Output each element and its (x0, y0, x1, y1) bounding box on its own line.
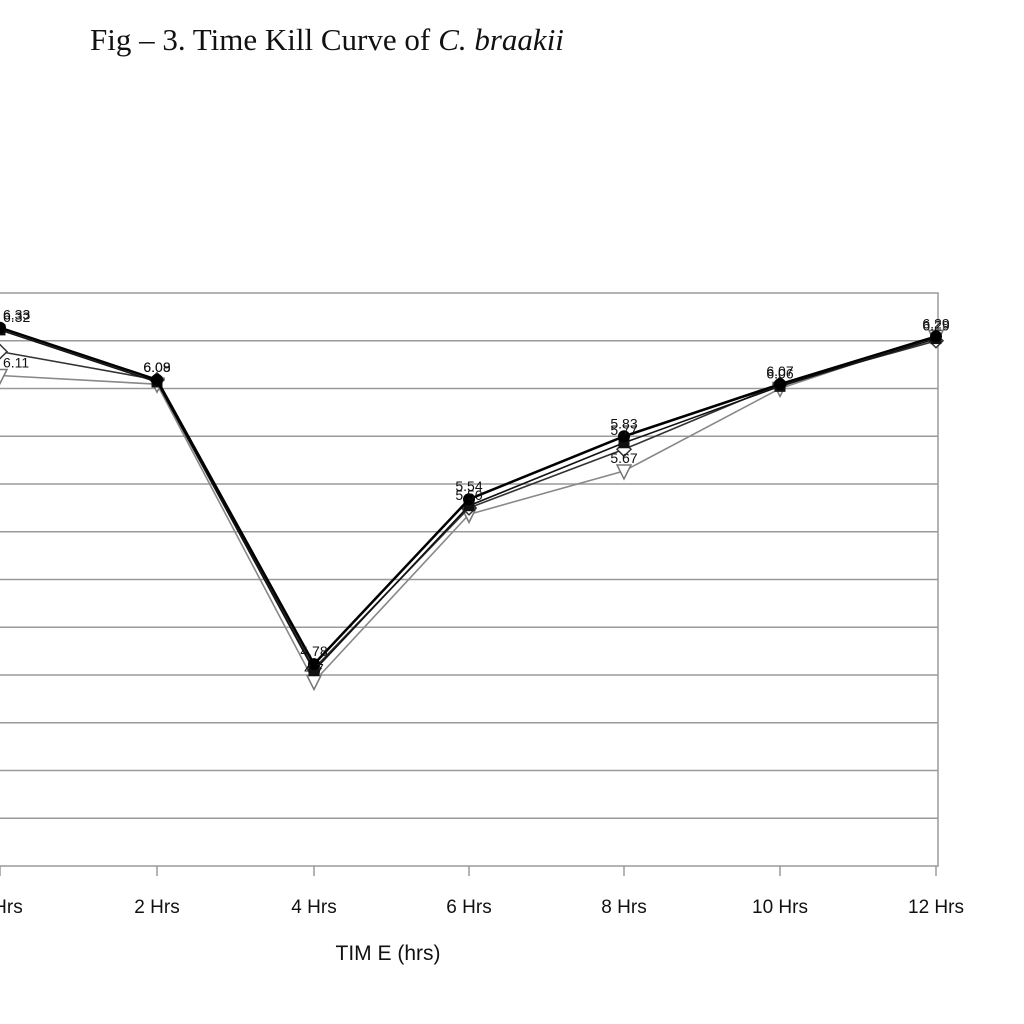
data-label: 4.78 (300, 643, 327, 659)
x-tick-label: 2 Hrs (134, 897, 179, 918)
data-label: 5.77 (610, 422, 637, 438)
x-axis-label: TIM E (hrs) (336, 942, 441, 965)
data-point (0, 321, 6, 334)
x-tick-label: 4 Hrs (291, 897, 336, 918)
chart-title-species: C. braakii (438, 22, 564, 57)
gridlines (0, 340, 938, 819)
data-label: 6.07 (766, 363, 793, 379)
data-label: 6.29 (922, 318, 949, 334)
x-tick-label: 8 Hrs (601, 897, 646, 918)
plot-area-border (0, 292, 939, 867)
x-tick-label: 0 Hrs (0, 897, 23, 918)
x-axis: 0 Hrs 2 Hrs 4 Hrs 6 Hrs 8 Hrs 10 Hrs 12 Hrs (0, 866, 964, 918)
data-point (151, 373, 163, 386)
data-point (305, 674, 323, 692)
data-label: 5.67 (610, 450, 637, 466)
data-label: 6.08 (143, 359, 170, 375)
data-point (0, 343, 9, 360)
series-lines (0, 321, 945, 692)
data-label: 6.11 (3, 354, 29, 370)
data-labels: 6.336.326.11 6.096.084.784.75.545.505.835… (3, 307, 950, 677)
x-tick-label: 12 Hrs (908, 897, 964, 918)
data-point (774, 378, 786, 391)
data-point (930, 330, 942, 343)
data-point (463, 493, 475, 506)
chart-title-text: Fig – 3. Time Kill Curve of (90, 22, 431, 57)
x-tick-label: 6 Hrs (446, 897, 491, 918)
data-label: 4.7 (304, 661, 324, 677)
data-point (615, 464, 633, 481)
data-point (618, 430, 630, 443)
data-label: 6.06 (766, 365, 793, 381)
data-label: 5.54 (455, 478, 482, 494)
data-label: 5.50 (455, 487, 482, 503)
data-label: 6.09 (143, 359, 170, 375)
chart-title: Fig – 3. Time Kill Curve of C. braakii (90, 22, 564, 58)
data-label: 6.29 (922, 315, 949, 331)
series-1 (0, 321, 942, 671)
x-tick-label: 10 Hrs (752, 897, 808, 918)
data-point (308, 658, 320, 671)
data-label: 5.83 (610, 415, 637, 431)
data-point (0, 368, 9, 386)
data-label: 6.32 (3, 309, 30, 325)
data-label: 6.33 (3, 307, 30, 323)
